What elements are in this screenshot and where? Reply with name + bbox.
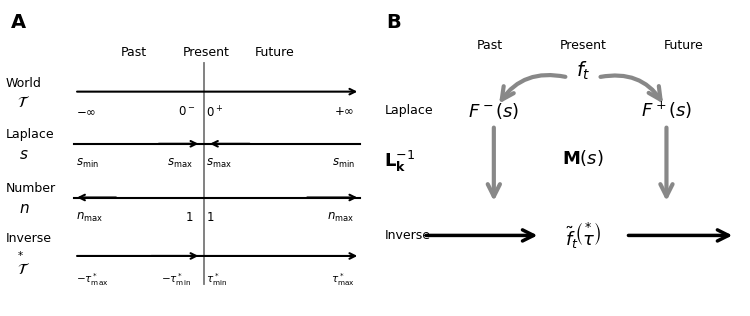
Text: $*$: $*$ bbox=[16, 249, 23, 259]
Text: $1$: $1$ bbox=[184, 211, 193, 224]
Text: Present: Present bbox=[560, 39, 606, 52]
Text: $s_{\mathrm{min}}$: $s_{\mathrm{min}}$ bbox=[332, 157, 355, 170]
Text: Present: Present bbox=[182, 46, 230, 59]
Text: A: A bbox=[11, 13, 26, 32]
Text: $\tau^*_{\mathrm{min}}$: $\tau^*_{\mathrm{min}}$ bbox=[206, 271, 227, 288]
Text: $n_{\mathrm{max}}$: $n_{\mathrm{max}}$ bbox=[328, 211, 355, 224]
Text: $n_{\mathrm{max}}$: $n_{\mathrm{max}}$ bbox=[76, 211, 104, 224]
Text: $1$: $1$ bbox=[206, 211, 214, 224]
Text: Number: Number bbox=[5, 182, 55, 195]
Text: $F^+(s)$: $F^+(s)$ bbox=[640, 100, 692, 121]
Text: Past: Past bbox=[477, 39, 503, 52]
Text: $s_{\mathrm{max}}$: $s_{\mathrm{max}}$ bbox=[206, 157, 232, 170]
Text: $s_{\mathrm{min}}$: $s_{\mathrm{min}}$ bbox=[76, 157, 99, 170]
Text: $\mathbf{L}_\mathbf{k}^{-1}$: $\mathbf{L}_\mathbf{k}^{-1}$ bbox=[384, 149, 416, 174]
Text: B: B bbox=[386, 13, 401, 32]
Text: $s_{\mathrm{max}}$: $s_{\mathrm{max}}$ bbox=[167, 157, 193, 170]
Text: $\mathcal{T}$: $\mathcal{T}$ bbox=[16, 95, 30, 110]
Text: $s$: $s$ bbox=[19, 147, 28, 162]
Text: Past: Past bbox=[121, 46, 147, 59]
Text: $F^-(s)$: $F^-(s)$ bbox=[468, 100, 520, 121]
Text: $\tau^*_{\mathrm{max}}$: $\tau^*_{\mathrm{max}}$ bbox=[331, 271, 355, 288]
Text: $\mathbf{M}(s)$: $\mathbf{M}(s)$ bbox=[562, 148, 604, 168]
Text: Laplace: Laplace bbox=[384, 104, 433, 117]
Text: $+\infty$: $+\infty$ bbox=[334, 105, 355, 118]
Text: $f_t$: $f_t$ bbox=[575, 60, 590, 82]
Text: Future: Future bbox=[663, 39, 703, 52]
Text: Future: Future bbox=[255, 46, 295, 59]
Text: $\mathcal{T}$: $\mathcal{T}$ bbox=[16, 262, 30, 277]
Text: $-\tau^*_{\mathrm{max}}$: $-\tau^*_{\mathrm{max}}$ bbox=[76, 271, 109, 288]
Text: $-\infty$: $-\infty$ bbox=[76, 105, 97, 118]
Text: $0^+$: $0^+$ bbox=[206, 105, 224, 120]
Text: Laplace: Laplace bbox=[5, 128, 54, 142]
Text: $n$: $n$ bbox=[19, 201, 29, 216]
Text: World: World bbox=[5, 77, 41, 90]
Text: $\tilde{f}_t\!\left(\overset{*}{\tau}\right)$: $\tilde{f}_t\!\left(\overset{*}{\tau}\ri… bbox=[565, 221, 601, 250]
Text: Inverse: Inverse bbox=[5, 232, 52, 245]
Text: $0^-$: $0^-$ bbox=[178, 105, 195, 118]
Text: $-\tau^*_{\mathrm{min}}$: $-\tau^*_{\mathrm{min}}$ bbox=[161, 271, 191, 288]
Text: Inverse: Inverse bbox=[384, 229, 430, 242]
